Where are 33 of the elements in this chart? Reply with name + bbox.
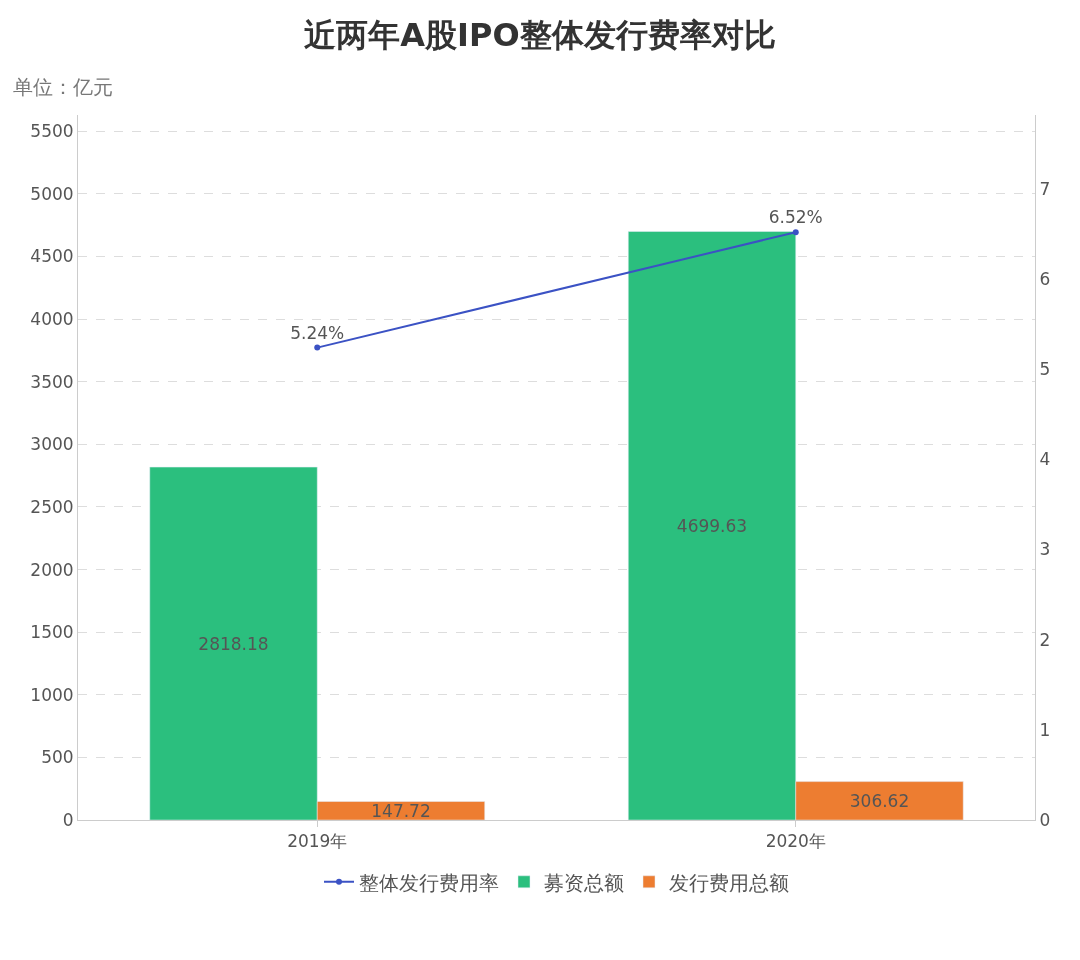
x-tick-label: 2019年 (287, 831, 348, 852)
y2-tick-label: 1 (1039, 719, 1051, 740)
legend-label: 募资总额 (544, 870, 624, 895)
y2-tick-label: 0 (1039, 809, 1051, 830)
y-axis-title: 单位：亿元 (13, 75, 113, 99)
y-tick-label: 3000 (30, 434, 74, 455)
x-tick-label: 2020年 (765, 831, 826, 852)
y2-tick-label: 3 (1039, 539, 1051, 560)
y-tick-label: 5500 (30, 121, 74, 142)
y-tick-label: 4500 (30, 246, 74, 267)
y2-tick-label: 2 (1039, 629, 1051, 650)
y2-tick-label: 5 (1039, 359, 1051, 380)
data-label: 4699.63 (676, 515, 748, 536)
y-tick-label: 3500 (30, 371, 74, 392)
y-tick-label: 0 (62, 809, 74, 830)
y-tick-label: 5000 (30, 183, 74, 204)
chart-title: 近两年A股IPO整体发行费率对比 (304, 16, 776, 55)
y2-tick-label: 6 (1039, 269, 1051, 290)
legend-label: 发行费用总额 (669, 870, 789, 895)
y-tick-label: 4000 (30, 309, 74, 330)
data-label: 306.62 (849, 790, 910, 811)
y-tick-label: 2000 (30, 559, 74, 580)
y2-tick-label: 7 (1039, 178, 1051, 199)
data-label: 147.72 (371, 800, 431, 821)
y-tick-label: 2500 (30, 496, 74, 517)
data-label: 5.24% (290, 322, 345, 343)
data-label: 6.52% (768, 207, 823, 228)
y-tick-label: 500 (41, 747, 74, 768)
data-label: 2818.18 (198, 633, 269, 654)
y-tick-label: 1500 (30, 622, 74, 643)
y2-tick-label: 4 (1039, 449, 1051, 470)
legend-label: 整体发行费用率 (359, 870, 499, 895)
y-tick-label: 1000 (30, 684, 74, 705)
